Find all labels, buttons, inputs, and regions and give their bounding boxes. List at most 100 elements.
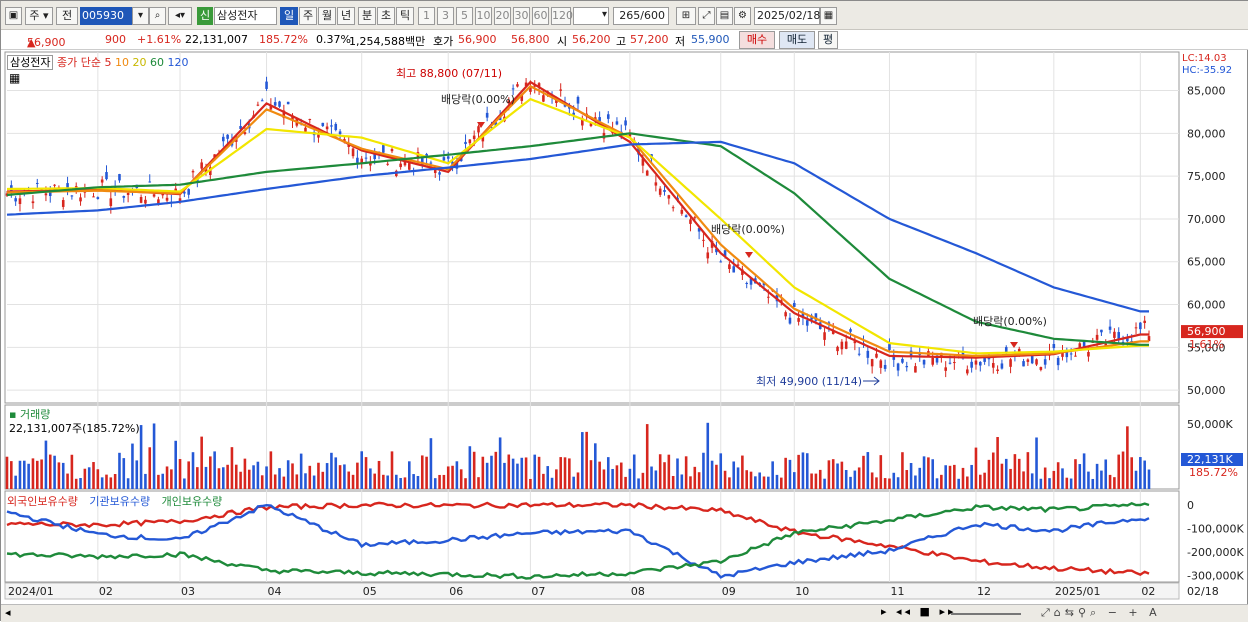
zoom-slider[interactable]: [951, 613, 1021, 615]
candle-body: [420, 157, 424, 165]
date-axis-label: 02: [99, 585, 113, 598]
candle-body: [870, 359, 874, 367]
ma-line-20: [6, 97, 1149, 355]
chart-area[interactable]: 50,000K 22,131K 185.72% 0 -100,000K -200,000…: [1, 50, 1248, 622]
candle-body: [533, 85, 537, 87]
interval-20[interactable]: 20: [494, 7, 511, 25]
volume-bar: [875, 477, 878, 489]
candle-body: [697, 228, 701, 232]
interval-5[interactable]: 5: [456, 7, 473, 25]
code-dropdown-icon[interactable]: ▾: [132, 7, 149, 25]
volume-bar: [555, 469, 558, 489]
interval-1[interactable]: 1: [418, 7, 435, 25]
interval-10[interactable]: 10: [475, 7, 492, 25]
volume-bar: [784, 457, 787, 489]
volume-bar: [771, 461, 774, 489]
buy-button[interactable]: 매수: [739, 31, 775, 49]
search-icon[interactable]: ⌕: [149, 7, 166, 25]
volume-bar: [901, 452, 904, 489]
tab-period-year[interactable]: 년: [337, 7, 355, 25]
candle-body: [935, 355, 939, 363]
turnover: 0.37%: [316, 33, 351, 46]
table-view-icon[interactable]: ▦: [9, 71, 21, 85]
playback-controls[interactable]: ▸ ◂◂ ■ ▸▸: [881, 605, 957, 618]
volume-last-tag-bg: [1181, 453, 1243, 466]
volume-bar: [862, 455, 865, 489]
price-axis-label: 55,000: [1187, 341, 1226, 354]
candle-body: [96, 197, 100, 199]
count-field[interactable]: 265/600: [613, 7, 669, 25]
candle-body: [896, 363, 900, 371]
tab-period-second[interactable]: 초: [377, 7, 395, 25]
scroll-bar[interactable]: ◂ ▸ ◂◂ ■ ▸▸ ⤢⌂⇆⚲⌕ − + A: [1, 604, 1248, 622]
volume-bar: [347, 471, 351, 489]
sell-button[interactable]: 매도: [779, 31, 815, 49]
volume-bar: [991, 452, 995, 489]
scope-button[interactable]: 전: [56, 7, 78, 25]
volume-bar: [788, 459, 792, 489]
candle-body: [857, 353, 861, 355]
volume-bar: [23, 460, 26, 489]
volume-bar: [970, 464, 973, 489]
candle-body: [1022, 361, 1025, 367]
chart-type-icon[interactable]: ⊞: [676, 7, 696, 25]
candle-body: [1026, 359, 1030, 362]
interval-120[interactable]: 120: [551, 7, 573, 25]
candle-body: [373, 153, 376, 160]
volume-bar: [671, 475, 675, 489]
interval-3[interactable]: 3: [437, 7, 454, 25]
date-axis-label: 07: [531, 585, 545, 598]
candle-body: [1117, 332, 1121, 340]
interval-custom-input[interactable]: [573, 7, 609, 25]
candle-body: [710, 241, 714, 248]
tab-period-month[interactable]: 월: [318, 7, 336, 25]
market-select[interactable]: 주 ▾: [25, 7, 53, 25]
price-axis-label: 75,000: [1187, 170, 1226, 183]
stock-code-input[interactable]: 005930: [80, 7, 132, 25]
candle-body: [624, 120, 627, 126]
stock-name-tag[interactable]: 삼성전자: [7, 55, 54, 70]
candle-body: [18, 198, 22, 205]
candle-body: [213, 154, 216, 158]
zoom-tools[interactable]: ⤢⌂⇆⚲⌕ − + A: [1041, 606, 1161, 619]
date-field[interactable]: 2025/02/18: [754, 7, 820, 25]
candle-body: [581, 118, 584, 126]
volume-bar: [598, 461, 601, 489]
tab-period-day[interactable]: 일: [280, 7, 298, 25]
legend-ma120: 120: [167, 56, 189, 69]
candle-body: [732, 266, 736, 273]
price-panel[interactable]: [4, 51, 1180, 404]
calendar-icon[interactable]: ▦: [820, 7, 837, 25]
save-icon[interactable]: ▤: [716, 7, 733, 25]
interval-30[interactable]: 30: [513, 7, 530, 25]
eval-button[interactable]: 평: [818, 31, 838, 49]
candle-body: [663, 190, 666, 192]
volume-bar: [122, 458, 126, 489]
tab-period-minute[interactable]: 분: [358, 7, 376, 25]
candle-body: [442, 157, 446, 161]
speaker-icon[interactable]: ◂▾: [168, 7, 192, 25]
settings-gear-icon[interactable]: ⚙: [734, 7, 751, 25]
volume-bar: [754, 476, 757, 489]
volume-bar: [18, 460, 22, 489]
volume-bar: [382, 474, 385, 489]
draw-tool-icon[interactable]: ⤢: [698, 7, 715, 25]
volume-bar: [377, 460, 381, 489]
window-menu-icon[interactable]: ▣: [5, 7, 22, 25]
trade-value: 1,254,588백만: [349, 35, 426, 48]
tab-period-tick[interactable]: 틱: [396, 7, 414, 25]
candle-body: [477, 126, 480, 133]
tab-period-week[interactable]: 주: [299, 7, 317, 25]
interval-60[interactable]: 60: [532, 7, 549, 25]
interval-dropdown-icon[interactable]: ▾: [601, 9, 608, 20]
candle-body: [464, 141, 467, 145]
volume-bar: [118, 452, 121, 489]
volume-bar: [1000, 463, 1004, 489]
volume-bar: [1087, 471, 1090, 489]
candle-body: [905, 365, 909, 368]
volume-bar: [537, 456, 541, 489]
scroll-left-icon[interactable]: ◂: [5, 606, 11, 619]
volume-bar: [10, 461, 13, 489]
volume-bar: [805, 453, 809, 489]
